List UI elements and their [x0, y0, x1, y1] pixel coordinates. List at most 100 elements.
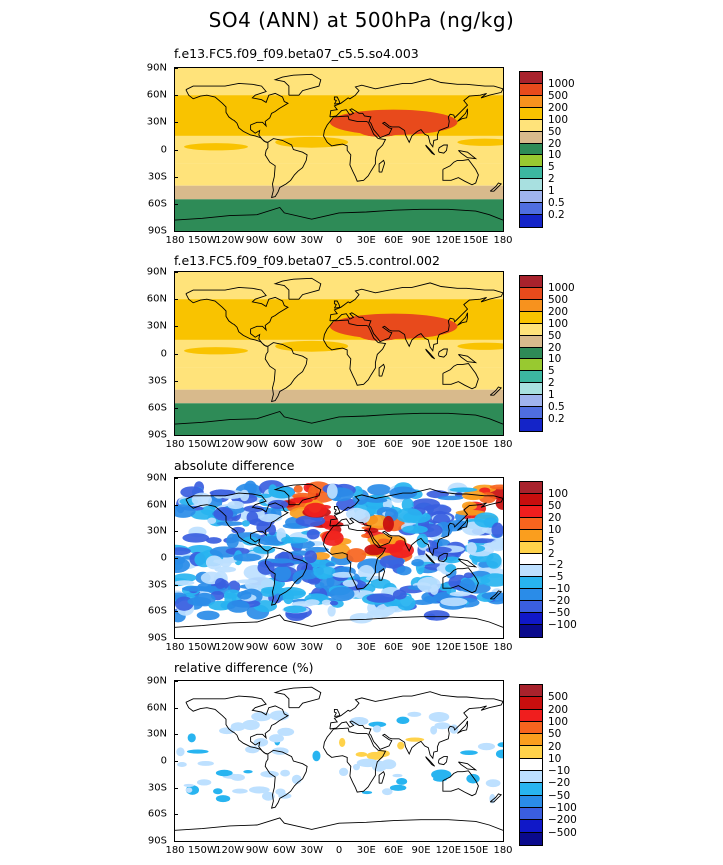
field-patch — [326, 483, 338, 499]
map-panel[interactable] — [174, 680, 504, 842]
colorbar-swatch — [520, 577, 542, 590]
lon-tick-label: 60W — [273, 235, 296, 246]
colorbar-swatch — [520, 758, 542, 772]
field-anomaly — [357, 326, 403, 341]
field-patch — [295, 515, 326, 527]
lat-tick — [174, 407, 178, 409]
panel-subtitle: absolute difference — [174, 458, 295, 473]
lon-tick-label: 30W — [300, 235, 323, 246]
field-patch — [349, 717, 369, 726]
field-patch — [197, 760, 214, 766]
coastline — [329, 78, 503, 148]
lon-tick-label: 120E — [435, 235, 462, 246]
colorbar-swatch — [520, 299, 542, 312]
field-patch — [233, 553, 262, 562]
coastline — [458, 761, 478, 771]
map-panel[interactable] — [174, 271, 504, 436]
field-patch — [215, 795, 231, 803]
field-patch — [382, 515, 394, 532]
field-patch — [368, 721, 387, 728]
colorbar-label: 5 — [548, 535, 555, 548]
lat-tick-label: 30N — [146, 320, 167, 332]
colorbar-swatch — [520, 553, 542, 566]
field-patch — [327, 605, 336, 617]
lon-tick-label: 180 — [493, 235, 513, 246]
field-patch — [257, 560, 275, 575]
coastline — [323, 319, 387, 386]
colorbar-label: 2 — [548, 377, 555, 390]
lon-tick-label: 150E — [462, 235, 489, 246]
coastline — [185, 695, 289, 755]
lat-tick — [174, 584, 178, 586]
colorbar-label: −2 — [548, 559, 564, 572]
lon-tick-label: 180 — [165, 642, 185, 653]
lat-tick — [174, 638, 178, 639]
colorbar-swatch — [520, 131, 542, 144]
field-patch — [293, 485, 303, 493]
colorbar-label: −10 — [548, 765, 571, 778]
colorbar-swatch — [520, 72, 542, 84]
colorbar-label: −50 — [548, 607, 571, 620]
lat-tick-label: 0 — [160, 348, 167, 359]
field-patch — [495, 496, 503, 510]
field-patch — [183, 783, 195, 788]
coastline — [273, 277, 322, 300]
panel-subtitle: f.e13.FC5.f09_f09.beta07_c5.5.control.00… — [174, 253, 440, 268]
field-patch — [372, 725, 382, 733]
colorbar-label: 0.5 — [548, 401, 565, 414]
field-patch — [232, 788, 248, 794]
field-patch — [251, 711, 272, 722]
field-patch — [187, 733, 196, 743]
colorbar-swatch — [520, 347, 542, 360]
lon-tick-label: 60E — [384, 845, 404, 856]
colorbar — [519, 684, 543, 846]
lon-tick-label: 90W — [245, 642, 269, 653]
field-patch — [313, 566, 337, 579]
field-patch — [481, 591, 503, 600]
panel-subtitle: relative difference (%) — [174, 660, 314, 675]
lon-tick-label: 90E — [411, 439, 431, 450]
colorbar-swatch — [520, 529, 542, 542]
lat-tick — [174, 841, 178, 842]
field-patch — [338, 737, 346, 747]
zonal-band — [175, 199, 503, 231]
lat-tick — [174, 681, 178, 682]
field-patch — [237, 590, 252, 600]
colorbar-label: 100 — [548, 317, 569, 330]
coastline — [273, 686, 322, 709]
field-patch — [205, 537, 222, 544]
colorbar-swatch — [520, 143, 542, 156]
colorbar-label: −50 — [548, 789, 571, 802]
colorbar-swatch — [520, 565, 542, 578]
field-patch — [354, 509, 371, 524]
colorbar-swatch — [520, 95, 542, 108]
lat-tick-label: 60S — [147, 198, 167, 210]
map-panel[interactable] — [174, 67, 504, 232]
map-panel[interactable] — [174, 477, 504, 639]
coastline — [437, 553, 448, 563]
field-patch — [361, 533, 370, 538]
field-patch — [397, 741, 405, 750]
colorbar-swatch — [520, 276, 542, 288]
field-patch — [449, 487, 478, 493]
field-patch — [207, 517, 217, 524]
coastline — [185, 492, 289, 552]
colorbar-swatch — [520, 359, 542, 372]
coastline — [457, 720, 468, 734]
coastline — [175, 614, 503, 628]
colorbar-swatch — [520, 709, 542, 722]
field-patch — [423, 504, 452, 516]
zonal-band — [175, 272, 503, 300]
lat-tick — [174, 353, 178, 355]
colorbar-swatch — [520, 613, 542, 626]
colorbar — [519, 275, 543, 432]
field-patch — [182, 533, 210, 543]
colorbar-swatch — [520, 697, 542, 710]
field-patch — [280, 769, 291, 777]
field-patch — [330, 543, 351, 559]
lon-tick-label: 60E — [384, 235, 404, 246]
lon-tick-label: 30E — [356, 235, 376, 246]
field-patch — [445, 564, 457, 573]
colorbar-label: 10 — [548, 353, 562, 366]
field-anomaly — [184, 143, 248, 151]
